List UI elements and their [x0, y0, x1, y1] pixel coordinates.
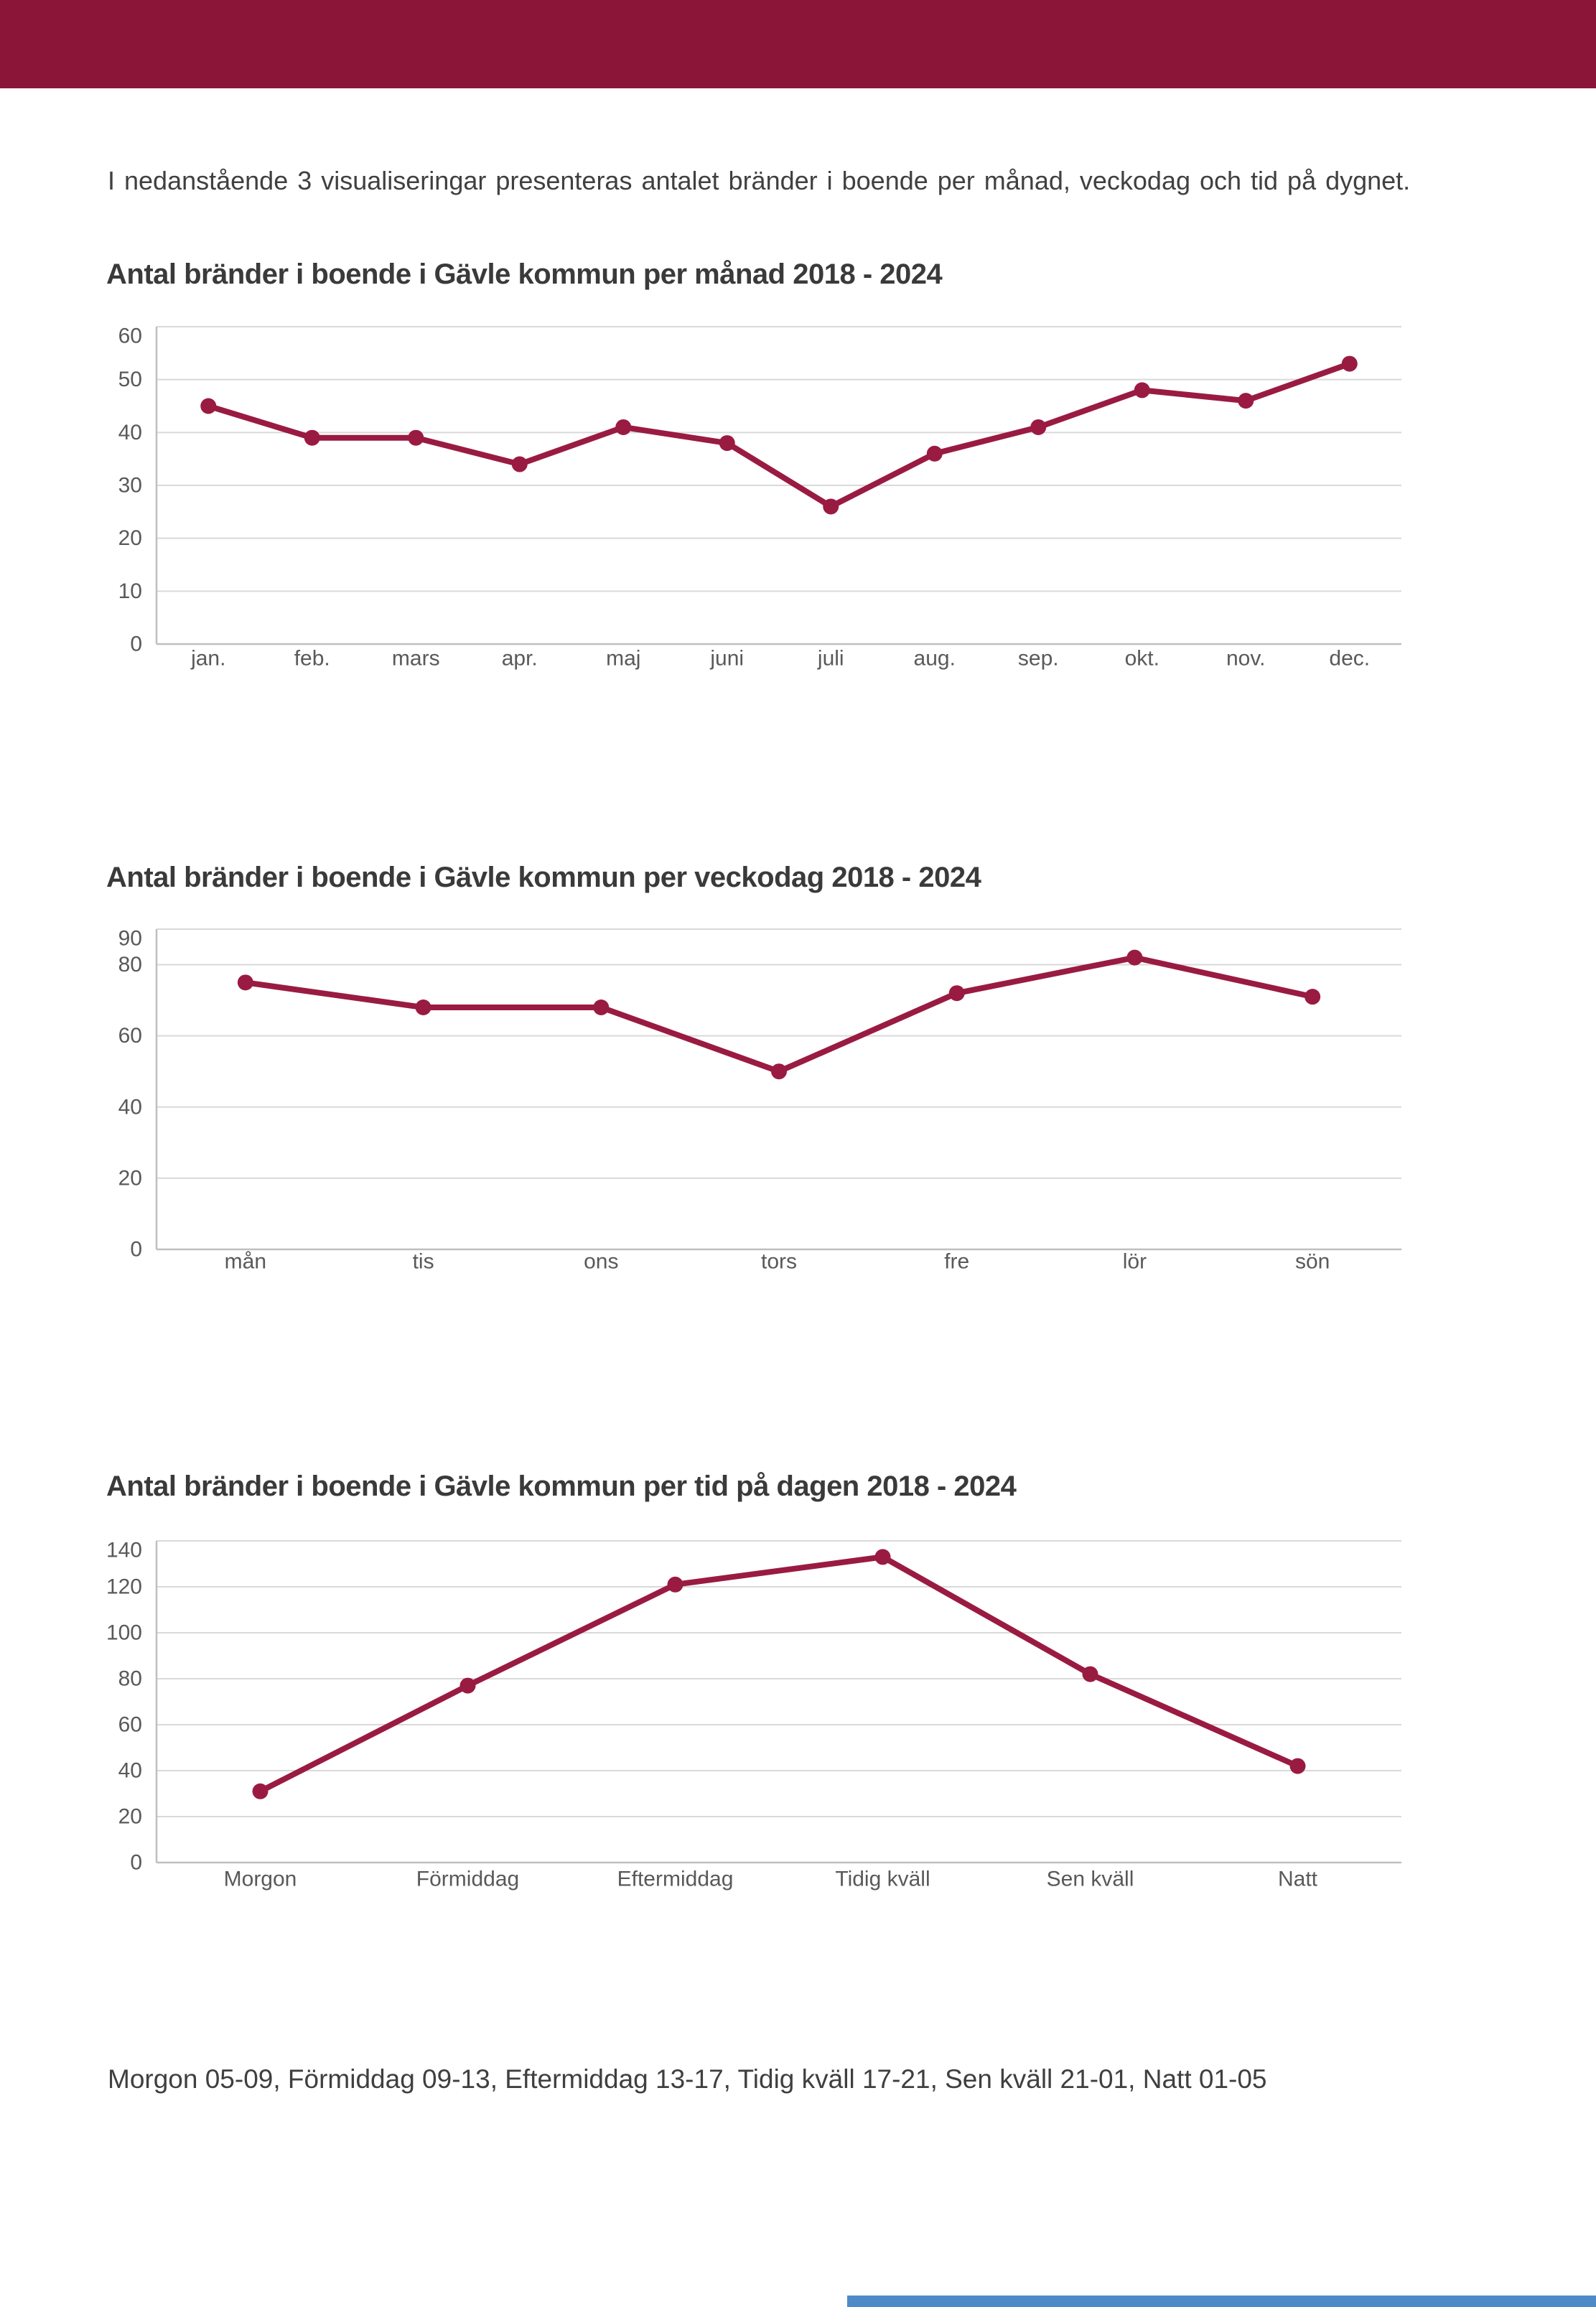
y-tick-label: 60: [118, 325, 142, 348]
data-point: [200, 398, 217, 414]
x-tick-label: apr.: [502, 647, 538, 671]
x-tick-label: mån: [225, 1250, 266, 1274]
y-tick-label: 20: [118, 1805, 142, 1829]
data-line: [257, 1554, 1301, 1794]
chart-timeofday-title: Antal bränder i boende i Gävle kommun pe…: [106, 1471, 1017, 1502]
y-tick-label: 140: [106, 1539, 142, 1562]
y-tick-label: 50: [118, 368, 142, 391]
y-tick-label: 30: [118, 474, 142, 498]
data-point: [948, 985, 965, 1002]
y-tick-label: 40: [118, 1095, 142, 1119]
y-tick-label: 90: [118, 927, 142, 951]
x-tick-label: feb.: [294, 647, 330, 671]
data-line: [205, 360, 1353, 510]
y-tick-label: 120: [106, 1575, 142, 1599]
data-point: [459, 1677, 476, 1694]
x-tick-label: aug.: [914, 647, 956, 671]
data-point: [823, 498, 839, 515]
chart-timeofday-line-chart: 0 20 40 60 80 100 120 140 Morgon Förmiddag Eftermi…: [106, 1539, 1401, 1891]
y-tick-label: 0: [130, 1851, 142, 1875]
x-tick-label: Morgon: [224, 1868, 297, 1891]
x-tick-label: Förmiddag: [416, 1868, 519, 1891]
y-tick-label: 0: [130, 633, 142, 656]
x-tick-label: juni: [709, 647, 744, 671]
data-point: [719, 435, 735, 452]
x-tick-label: Eftermiddag: [617, 1868, 734, 1891]
y-tick-label: 100: [106, 1621, 142, 1645]
x-tick-label: tors: [761, 1250, 797, 1274]
y-tick-label: 80: [118, 1667, 142, 1691]
y-tick-label: 10: [118, 579, 142, 603]
data-point: [1082, 1666, 1098, 1682]
data-point: [1126, 949, 1143, 966]
data-point: [615, 419, 632, 435]
page-header-bar: [0, 0, 1596, 88]
data-point: [1030, 419, 1047, 435]
x-tick-label: nov.: [1226, 647, 1265, 671]
y-tick-label: 20: [118, 526, 142, 550]
data-point: [252, 1783, 269, 1799]
data-point: [1238, 393, 1254, 409]
chart-monthly-title: Antal bränder i boende i Gävle kommun pe…: [106, 258, 943, 290]
x-tick-label: ons: [584, 1250, 618, 1274]
x-tick-label: sep.: [1018, 647, 1059, 671]
y-tick-label: 80: [118, 953, 142, 977]
data-point: [1305, 989, 1321, 1005]
x-tick-label: dec.: [1329, 647, 1370, 671]
x-tick-label: tis: [413, 1250, 434, 1274]
footer-blue-bar: [847, 2296, 1596, 2307]
y-tick-label: 0: [130, 1238, 142, 1262]
y-tick-label: 40: [118, 421, 142, 444]
x-tick-label: sön: [1295, 1250, 1330, 1274]
x-tick-label: jan.: [190, 647, 225, 671]
data-point: [237, 974, 253, 991]
data-line: [242, 954, 1316, 1075]
data-point: [1289, 1758, 1306, 1774]
data-point: [511, 456, 528, 472]
intro-text: I nedanstående 3 visualiseringar present…: [108, 166, 1411, 195]
x-tick-label: Tidig kväll: [835, 1868, 930, 1891]
chart-weekday-title: Antal bränder i boende i Gävle kommun pe…: [106, 862, 981, 893]
data-point: [926, 445, 943, 462]
data-point: [408, 429, 424, 446]
y-tick-label: 20: [118, 1166, 142, 1190]
x-tick-label: fre: [944, 1250, 969, 1274]
data-point: [415, 999, 431, 1016]
data-point: [874, 1549, 891, 1565]
x-tick-label: lör: [1123, 1250, 1147, 1274]
chart-monthly-line-chart: 0 10 20 30 40 50 60 jan. feb. mars apr. maj juni juli…: [118, 325, 1401, 671]
data-point: [1341, 355, 1358, 372]
x-tick-label: mars: [392, 647, 440, 671]
data-point: [304, 429, 320, 446]
x-tick-label: Natt: [1278, 1868, 1318, 1891]
y-tick-label: 60: [118, 1024, 142, 1048]
x-tick-label: okt.: [1125, 647, 1159, 671]
y-tick-label: 40: [118, 1759, 142, 1783]
x-tick-label: maj: [606, 647, 640, 671]
data-point: [771, 1063, 787, 1080]
y-tick-label: 60: [118, 1713, 142, 1737]
x-tick-label: juli: [817, 647, 844, 671]
time-legend-note: Morgon 05-09, Förmiddag 09-13, Eftermidd…: [108, 2064, 1267, 2094]
x-tick-label: Sen kväll: [1047, 1868, 1134, 1891]
data-point: [667, 1576, 683, 1593]
data-point: [593, 999, 610, 1016]
data-point: [1134, 382, 1150, 399]
